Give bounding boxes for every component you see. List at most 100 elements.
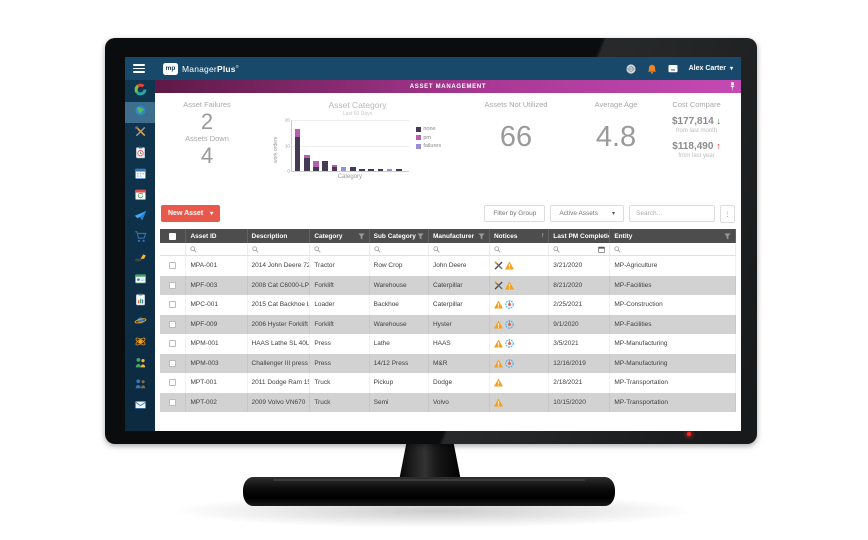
alerts-bell-icon[interactable] — [647, 64, 657, 74]
sidebar-item-atom[interactable] — [125, 333, 155, 354]
chart-subtitle: Last 60 Days — [342, 111, 373, 117]
filter-funnel-icon[interactable] — [478, 232, 485, 240]
sidebar-item-teams[interactable] — [125, 375, 155, 396]
sidebar-item-reports[interactable] — [125, 291, 155, 312]
row-checkbox[interactable] — [169, 301, 177, 309]
sidebar-item-requests[interactable] — [125, 207, 155, 228]
cell-manufacturer: Dodge — [429, 373, 490, 393]
sidebar-item-partners[interactable] — [125, 354, 155, 375]
chevron-down-icon: ▾ — [729, 66, 733, 72]
column-search-filter[interactable] — [370, 243, 429, 255]
row-checkbox[interactable] — [169, 379, 177, 387]
col-header-last-pm-completion[interactable]: Last PM Completion.. — [549, 229, 611, 243]
table-row[interactable]: MPF-009 2006 Hyster Forklift Forklift Wareh… — [160, 314, 736, 334]
sidebar-item-dashboard[interactable] — [125, 81, 155, 102]
filter-by-group-button[interactable]: Filter by Group — [484, 205, 546, 222]
select-all-checkbox[interactable] — [169, 232, 177, 240]
cell-notices — [490, 256, 550, 276]
col-header-category[interactable]: Category — [310, 229, 370, 243]
table-row[interactable]: MPF-003 2008 Cat C6000-LP Forklift Warehous… — [160, 275, 736, 295]
filter-funnel-icon[interactable] — [724, 232, 731, 240]
cell-last-pm-completion: 9/1/2020 — [549, 314, 611, 334]
sidebar-item-inspections[interactable] — [125, 144, 155, 165]
dashboard-donut-icon — [134, 83, 147, 101]
cell-last-pm-completion: 10/15/2020 — [549, 392, 611, 412]
kpi-asset-failures-value: 2 — [200, 109, 214, 134]
chart-y-axis-label: work orders — [272, 136, 279, 164]
column-search-filter[interactable] — [186, 243, 248, 255]
column-search-filter[interactable] — [490, 243, 550, 255]
col-header-sub-category[interactable]: Sub Category — [370, 229, 429, 243]
kpi-average-age-value: 4.8 — [595, 121, 637, 153]
pin-icon[interactable] — [729, 82, 736, 91]
cell-entity: MP-Construction — [610, 295, 736, 315]
sidebar-item-purchasing[interactable] — [125, 228, 155, 249]
cell-notices — [490, 373, 550, 393]
warning-icon — [493, 398, 503, 407]
sidebar-item-messages[interactable] — [125, 396, 155, 417]
chart-bar — [368, 168, 374, 171]
cell-last-pm-completion: 8/21/2020 — [549, 275, 611, 295]
table-row[interactable]: MPM-001 HAAS Lathe SL 40L Press Lathe HAAS 3/… — [160, 334, 736, 354]
managerplus-logo-icon: mp — [163, 62, 178, 75]
user-menu[interactable]: Alex Carter ▾ — [689, 65, 733, 72]
column-search-filter[interactable] — [549, 243, 611, 255]
sidebar-item-recurring[interactable] — [125, 186, 155, 207]
more-options-button[interactable]: ⋮ — [720, 204, 735, 223]
sidebar-item-calendar[interactable] — [125, 165, 155, 186]
hamburger-menu-icon[interactable] — [133, 64, 145, 73]
col-header-entity[interactable]: Entity — [610, 229, 736, 243]
filter-funnel-icon[interactable] — [417, 232, 424, 240]
cost-last-year-caption: from last year — [678, 153, 715, 159]
column-search-filter[interactable] — [610, 243, 736, 255]
cell-asset-id: MPT-001 — [186, 373, 248, 393]
row-checkbox[interactable] — [169, 281, 177, 289]
y-tick: 0 — [287, 168, 290, 174]
cell-notices — [490, 334, 550, 354]
chart-bar — [359, 168, 365, 171]
col-header-notices[interactable]: Notices ↑ — [490, 229, 550, 243]
cell-asset-id: MPM-001 — [186, 334, 248, 354]
cart-icon — [134, 230, 147, 248]
team-icon — [134, 377, 147, 395]
search-input[interactable] — [629, 205, 715, 222]
cell-manufacturer: M&R — [429, 353, 490, 373]
row-checkbox[interactable] — [169, 262, 177, 270]
sidebar-item-assets[interactable] — [125, 102, 155, 123]
tools-icon — [494, 281, 503, 290]
column-search-filter[interactable] — [310, 243, 370, 255]
chevron-down-icon: ▾ — [210, 211, 214, 217]
col-header-description[interactable]: Description — [248, 229, 311, 243]
kpi-asset-failures-label: Asset Failures — [183, 100, 231, 109]
col-header-manufacturer[interactable]: Manufacturer — [429, 229, 490, 243]
row-checkbox[interactable] — [169, 398, 177, 406]
table-row[interactable]: MPM-003 Challenger III press Press 14/12 Pr… — [160, 353, 736, 373]
row-checkbox[interactable] — [169, 320, 177, 328]
table-row[interactable]: MPC-001 2015 Cat Backhoe L.. Loader Backhoe… — [160, 295, 736, 315]
cell-manufacturer: John Deere — [429, 256, 490, 276]
sidebar-item-planet[interactable] — [125, 312, 155, 333]
asset-view-select[interactable]: Active Assets ▾ — [550, 205, 624, 222]
sidebar-item-equipment[interactable] — [125, 249, 155, 270]
help-icon[interactable] — [626, 63, 636, 74]
new-asset-button[interactable]: New Asset ▾ — [161, 205, 221, 222]
calendar-icon[interactable] — [598, 246, 606, 253]
cell-last-pm-completion: 2/25/2021 — [549, 295, 611, 315]
chart-bar — [350, 167, 356, 171]
chat-icon[interactable] — [668, 64, 678, 74]
table-row[interactable]: MPT-002 2009 Volvo VN670 Truck Semi Volvo 10/… — [160, 392, 736, 412]
warning-icon — [493, 359, 503, 368]
power-led — [687, 432, 691, 436]
row-checkbox[interactable] — [169, 359, 177, 367]
column-search-filter[interactable] — [248, 243, 311, 255]
table-row[interactable]: MPA-001 2014 John Deere 72.. Tractor Row Cr… — [160, 256, 736, 276]
col-header-asset-id[interactable]: Asset ID — [186, 229, 248, 243]
filter-funnel-icon[interactable] — [358, 232, 365, 240]
row-checkbox[interactable] — [169, 340, 177, 348]
arrow-up-icon: ↑ — [716, 141, 721, 151]
sidebar-item-work-orders[interactable] — [125, 123, 155, 144]
cost-last-month-caption: from last month — [675, 128, 718, 134]
sidebar-item-contacts[interactable] — [125, 270, 155, 291]
column-search-filter[interactable] — [429, 243, 490, 255]
